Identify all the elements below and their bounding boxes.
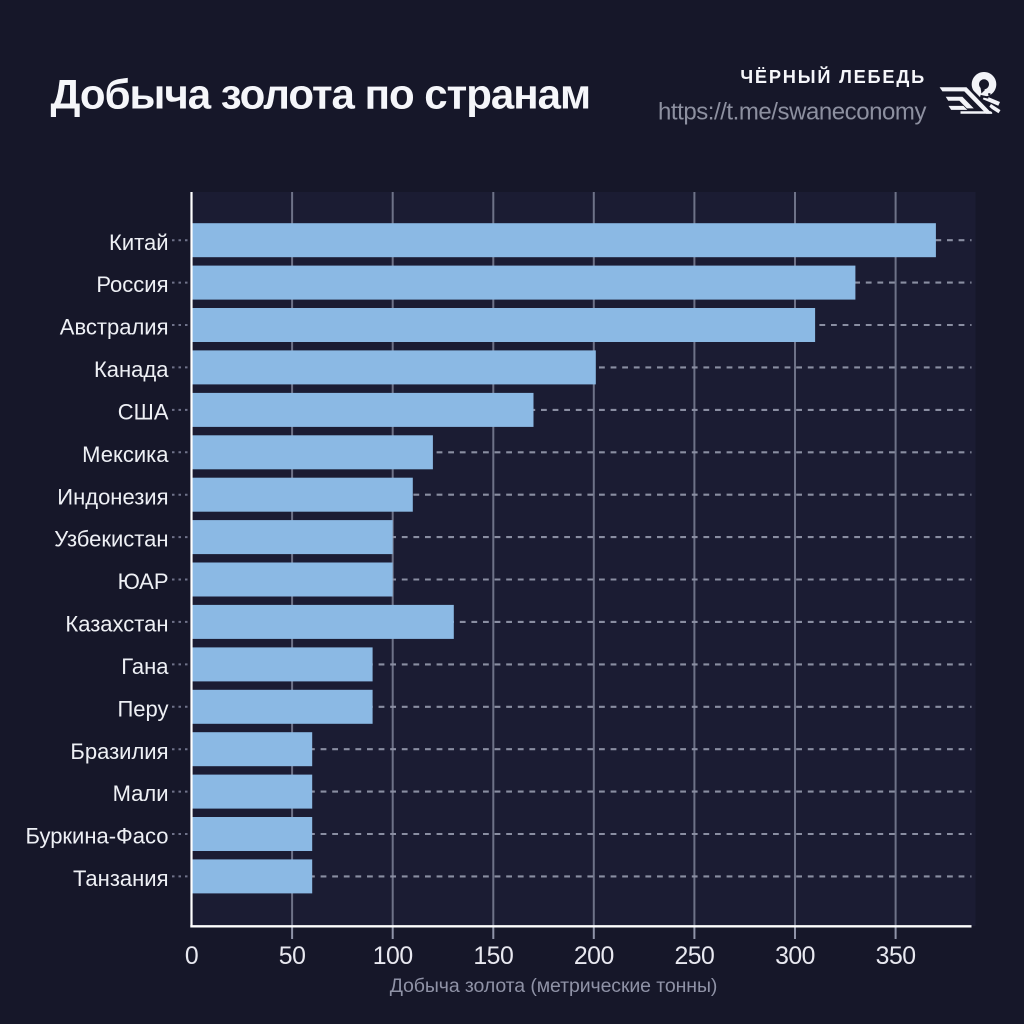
svg-text:Австралия: Австралия <box>60 315 169 340</box>
svg-text:300: 300 <box>775 943 815 970</box>
svg-text:0: 0 <box>185 943 198 970</box>
svg-text:Гана: Гана <box>121 654 169 679</box>
svg-text:200: 200 <box>574 943 614 970</box>
svg-text:250: 250 <box>674 943 714 970</box>
svg-text:ЮАР: ЮАР <box>118 569 169 594</box>
svg-text:Мали: Мали <box>113 781 169 806</box>
svg-text:США: США <box>118 400 169 425</box>
svg-text:https://t.me/swaneconomy: https://t.me/swaneconomy <box>658 99 926 126</box>
svg-text:Танзания: Танзания <box>73 866 169 891</box>
svg-text:Россия: Россия <box>96 272 168 297</box>
svg-text:100: 100 <box>373 943 413 970</box>
svg-text:Индонезия: Индонезия <box>57 484 168 509</box>
svg-text:Перу: Перу <box>117 696 168 721</box>
svg-text:Узбекистан: Узбекистан <box>54 527 168 552</box>
svg-text:Добыча золота по странам: Добыча золота по странам <box>51 71 591 118</box>
svg-text:350: 350 <box>876 943 916 970</box>
svg-text:ЧЁРНЫЙ ЛЕБЕДЬ: ЧЁРНЫЙ ЛЕБЕДЬ <box>740 66 926 87</box>
svg-text:Добыча золота (метрические тон: Добыча золота (метрические тонны) <box>390 975 718 997</box>
svg-text:Канада: Канада <box>94 357 169 382</box>
svg-text:50: 50 <box>279 943 306 970</box>
svg-text:Буркина-Фасо: Буркина-Фасо <box>25 824 168 849</box>
svg-text:150: 150 <box>473 943 513 970</box>
svg-text:Казахстан: Казахстан <box>65 612 168 637</box>
svg-text:Мексика: Мексика <box>82 442 169 467</box>
svg-text:Китай: Китай <box>109 230 168 255</box>
svg-text:Бразилия: Бразилия <box>70 739 168 764</box>
